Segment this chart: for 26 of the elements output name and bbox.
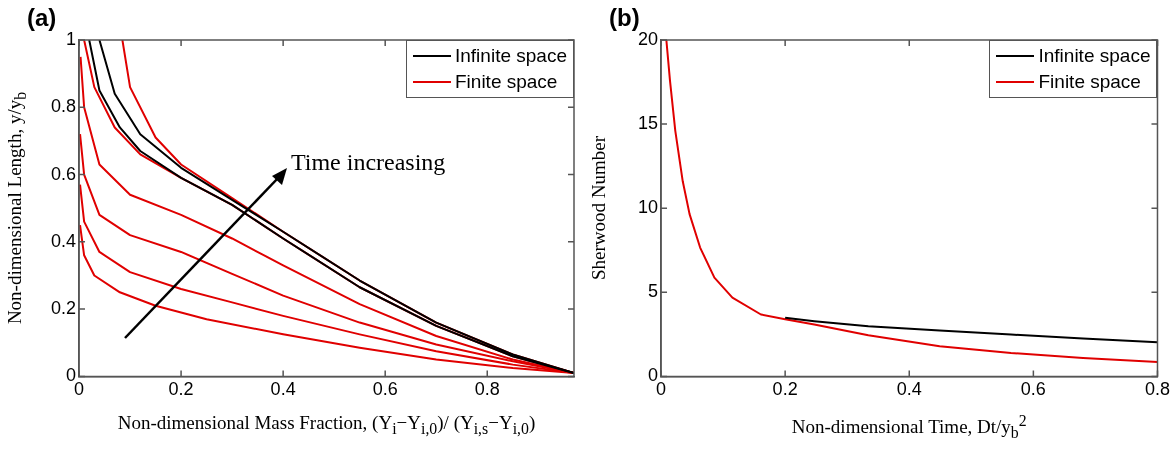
annotation: Time increasing — [290, 149, 446, 176]
x-tick-label: 0.2 — [168, 379, 194, 400]
y-tick-label: 0.4 — [50, 230, 77, 251]
text: Non-dimensional Mass Fraction, (Y$_{i}$−Y$_{i,0}$)/ (Y$_{i,s}$−Y$_{i,0}$) — [117, 412, 536, 438]
legend-label: Finite space — [455, 71, 558, 93]
legend-label: Finite space — [1038, 71, 1141, 93]
y-tick-label: 20 — [637, 28, 659, 49]
y-tick-label: 0.6 — [50, 163, 77, 184]
y-tick-label: 10 — [637, 197, 659, 218]
chart-title: (b) — [609, 4, 640, 32]
legend-label: Infinite space — [455, 45, 567, 67]
y-tick-label: 0.8 — [50, 96, 77, 117]
x-tick-label: 0.8 — [474, 379, 500, 400]
x-tick-label: 0.8 — [1144, 379, 1170, 400]
x-tick-label: 0.6 — [372, 379, 398, 400]
x-tick-label: 0.4 — [896, 379, 922, 400]
legend-label: Infinite space — [1038, 45, 1151, 67]
x-tick-label: 0.2 — [772, 379, 798, 400]
y-axis-title: Sherwood Number — [588, 136, 610, 281]
x-tick-label: 0.6 — [1020, 379, 1046, 400]
y-tick-label: 1 — [66, 28, 77, 49]
chart-title: (a) — [27, 4, 57, 32]
y-tick-label: 5 — [648, 281, 659, 302]
y-tick-label: 0.2 — [50, 298, 77, 319]
y-tick-label: 15 — [637, 113, 659, 134]
x-tick-label: 0.4 — [270, 379, 296, 400]
